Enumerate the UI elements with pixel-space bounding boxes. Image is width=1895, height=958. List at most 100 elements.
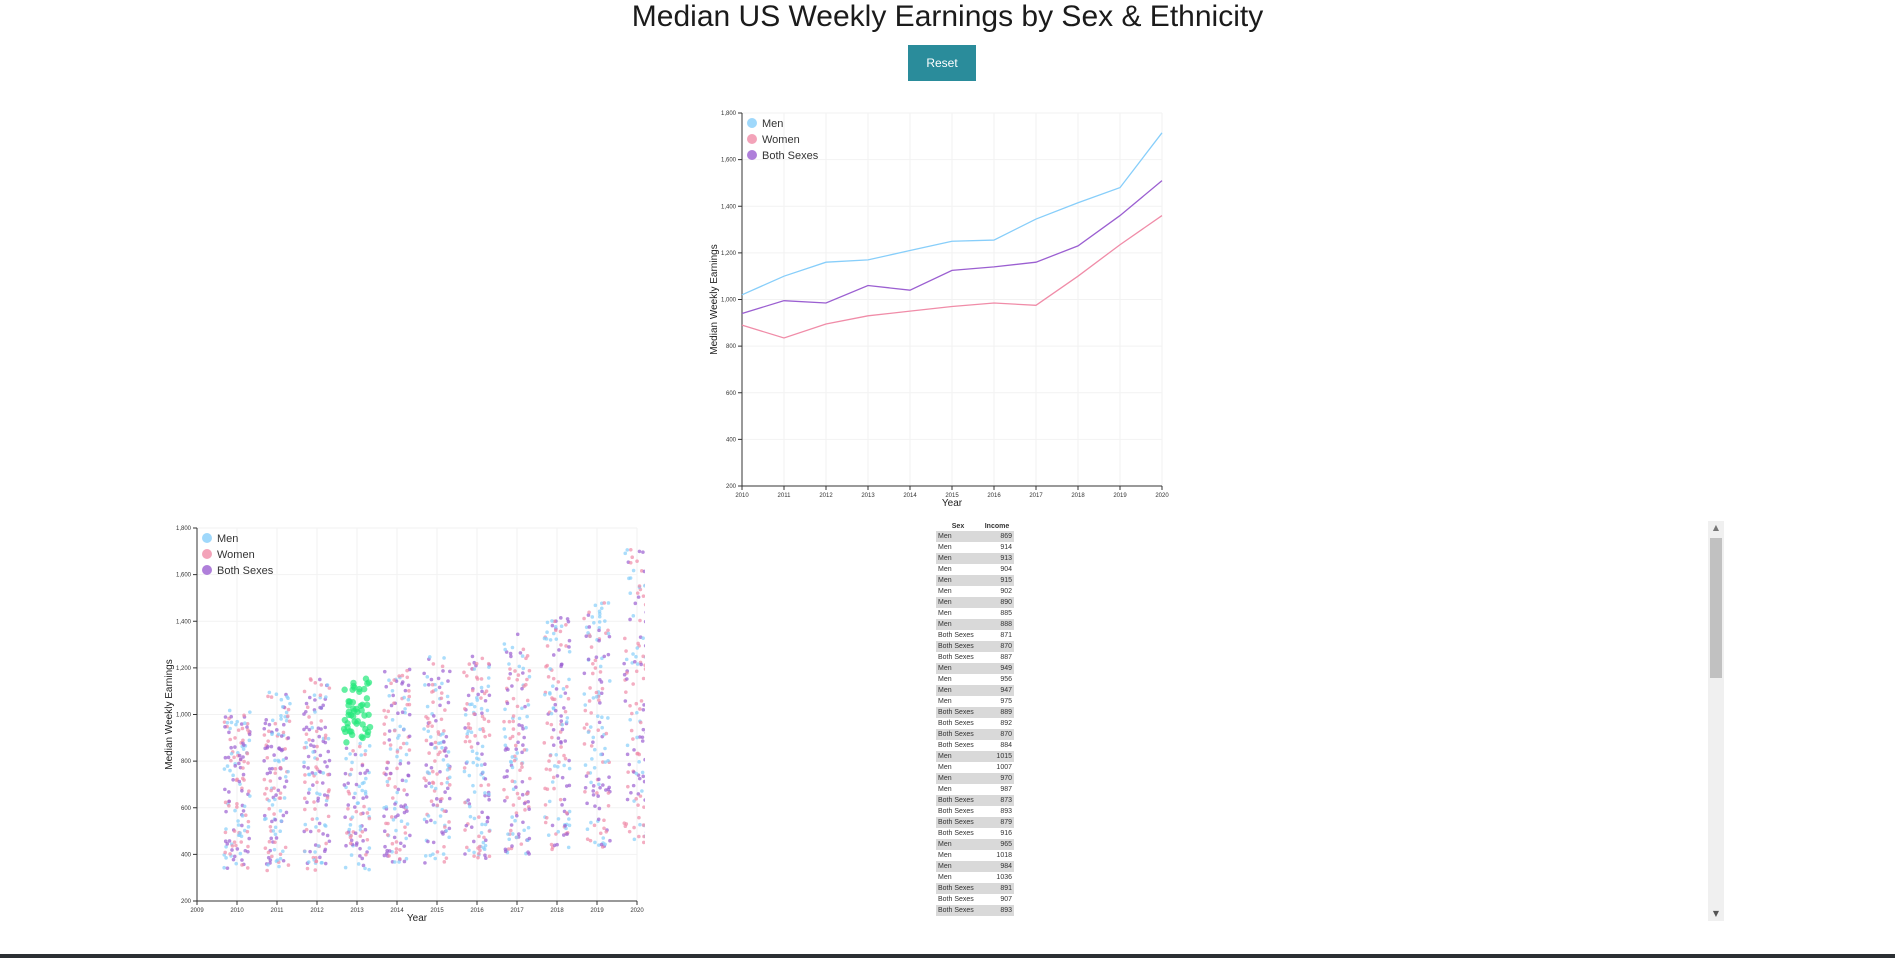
scatter-point xyxy=(481,840,486,845)
scatter-point xyxy=(559,624,564,629)
scatter-point xyxy=(272,753,276,757)
scatter-point xyxy=(382,853,387,858)
scatter-point xyxy=(550,623,555,628)
scatter-point xyxy=(435,772,439,776)
table-cell-sex: Men xyxy=(938,610,952,617)
scatter-point xyxy=(303,822,308,827)
scatter-point xyxy=(516,673,521,677)
scatter-point xyxy=(313,807,317,811)
scatter-point xyxy=(598,664,603,669)
scatter-point xyxy=(597,806,602,811)
scatter-point xyxy=(307,787,312,792)
scatter-point xyxy=(399,804,403,809)
scatter-point xyxy=(319,727,323,731)
scatter-point xyxy=(438,814,443,818)
legend-label: Both Sexes xyxy=(762,150,819,162)
scatter-point xyxy=(600,715,604,720)
scatter-point xyxy=(447,835,451,840)
scatter-point xyxy=(522,828,526,833)
scatter-point xyxy=(508,736,512,741)
scatter-point xyxy=(390,688,395,693)
scatter-point xyxy=(302,745,307,750)
scatter-point xyxy=(554,832,558,836)
scatter-point xyxy=(642,779,645,784)
scatter-point xyxy=(463,828,467,832)
scatter-point xyxy=(317,769,322,774)
scatter-point xyxy=(628,617,632,622)
scatter-point xyxy=(408,833,412,838)
scatter-point xyxy=(624,649,628,653)
scatter-point xyxy=(344,843,348,848)
y-tick-label: 400 xyxy=(726,437,737,443)
scatter-point xyxy=(239,840,244,844)
scatter-point xyxy=(321,771,326,775)
scatter-point xyxy=(588,686,592,690)
scatter-point xyxy=(517,832,521,836)
scroll-down-arrow-icon[interactable]: ▼ xyxy=(1712,909,1720,918)
scatter-point xyxy=(363,695,371,702)
scatter-point xyxy=(427,751,431,755)
scatter-point xyxy=(642,583,645,588)
scatter-point xyxy=(470,654,475,659)
scatter-point xyxy=(627,829,632,834)
scatter-point xyxy=(287,719,292,724)
scatter-point xyxy=(314,859,318,864)
scatter-point xyxy=(561,833,566,837)
scatter-point xyxy=(486,719,491,724)
table-cell-sex: Both Sexes xyxy=(938,830,974,837)
scatter-point xyxy=(483,793,487,798)
scatter-point xyxy=(641,594,645,598)
scatter-point xyxy=(277,864,281,869)
scatter-point xyxy=(318,753,323,758)
scatter-point xyxy=(508,759,513,764)
scatter-point xyxy=(358,824,363,829)
scatter-point xyxy=(357,744,362,749)
table-cell-income: 889 xyxy=(980,707,1014,718)
scatter-point xyxy=(234,778,239,783)
scatter-point xyxy=(469,825,474,829)
scatter-point xyxy=(592,747,597,752)
scatter-point xyxy=(440,681,444,686)
scatter-point xyxy=(544,815,549,820)
scatter-point xyxy=(277,746,281,751)
scatter-point xyxy=(245,866,250,870)
scatter-point xyxy=(346,806,350,811)
scatter-point xyxy=(279,717,283,721)
scatter-point xyxy=(467,804,472,809)
scatter-point xyxy=(226,755,231,760)
scrollbar-thumb[interactable] xyxy=(1710,538,1722,678)
table-cell-sex: Both Sexes xyxy=(936,641,980,652)
table-scrollbar[interactable]: ▲ ▼ xyxy=(1708,521,1724,921)
scatter-point xyxy=(240,858,244,862)
scatter-point xyxy=(554,687,559,691)
scatter-point xyxy=(550,684,555,688)
scatter-point xyxy=(463,726,467,730)
table-cell-income: 914 xyxy=(1000,544,1012,551)
y-tick-label: 1,200 xyxy=(176,666,192,672)
scatter-point xyxy=(231,777,235,782)
scroll-up-arrow-icon[interactable]: ▲ xyxy=(1712,523,1720,532)
scatter-point xyxy=(358,741,363,746)
reset-button[interactable]: Reset xyxy=(908,45,976,81)
scatter-point xyxy=(224,856,228,860)
scatter-point xyxy=(463,739,468,744)
scatter-point xyxy=(591,793,596,797)
scatter-point xyxy=(443,825,447,829)
scatter-point xyxy=(443,790,447,794)
scatter-point xyxy=(474,661,479,666)
scatter-point xyxy=(543,803,548,807)
scatter-point xyxy=(404,836,408,841)
scatter-point xyxy=(387,854,391,858)
scatter-point xyxy=(563,709,568,714)
scatter-point xyxy=(394,847,399,851)
scatter-point xyxy=(625,677,629,681)
scatter-point xyxy=(477,844,482,849)
scatter-point xyxy=(628,560,633,565)
scatter-point xyxy=(563,756,568,761)
scatter-point xyxy=(246,849,250,854)
data-table-container[interactable]: Sex Income Men 869 Men 914 Men 913 Men 904 Men 91… xyxy=(936,521,1016,921)
table-cell-sex: Both Sexes xyxy=(938,742,974,749)
scatter-point xyxy=(365,768,370,773)
scatter-point xyxy=(402,695,406,700)
scatter-point xyxy=(482,835,486,840)
